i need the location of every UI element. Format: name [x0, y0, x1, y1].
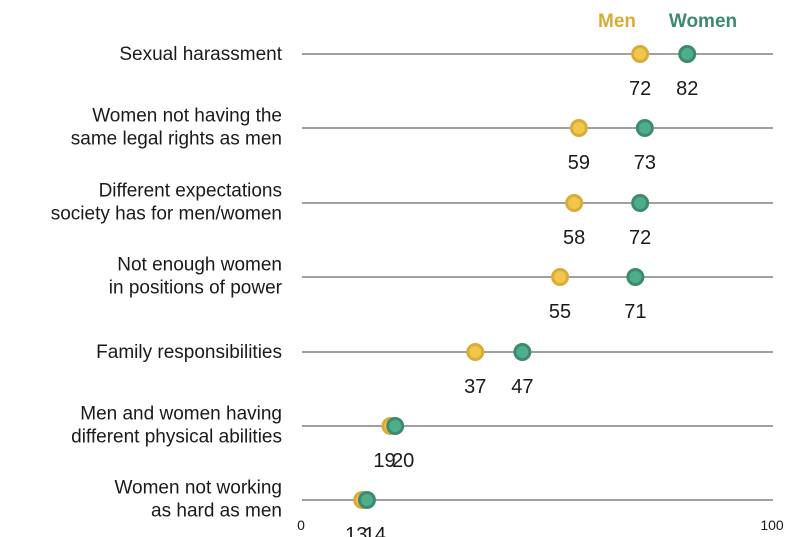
men-dot	[631, 45, 650, 63]
category-label: society has for men/women	[51, 204, 282, 225]
women-dot	[513, 343, 532, 361]
women-value-label: 71	[624, 301, 646, 323]
women-dot	[626, 268, 645, 286]
category-label: Family responsibilities	[96, 342, 282, 363]
men-dot	[565, 194, 584, 212]
men-value-label: 19	[373, 450, 395, 472]
category-label: different physical abilities	[71, 427, 282, 448]
category-label: in positions of power	[109, 278, 283, 299]
x-tick-label-min: 0	[297, 517, 305, 533]
women-dot	[386, 417, 405, 435]
men-dot	[551, 268, 570, 286]
category-label: same legal rights as men	[71, 129, 282, 150]
women-dot	[678, 45, 697, 63]
legend: Men Women	[598, 11, 737, 32]
x-tick-label-max: 100	[760, 517, 784, 533]
women-value-label: 14	[364, 524, 386, 537]
women-value-label: 47	[511, 376, 533, 398]
category-label: Sexual harassment	[119, 44, 282, 65]
plot-area: Sexual harassment 72 82 Women not having th…	[51, 44, 773, 537]
category-label: Women not working	[114, 478, 282, 499]
category-label: Not enough women	[117, 255, 282, 276]
men-dot	[466, 343, 485, 361]
legend-women: Women	[669, 11, 737, 32]
legend-men: Men	[598, 11, 636, 32]
category-label: Women not having the	[92, 106, 282, 127]
category-label: Men and women having	[80, 404, 282, 425]
category-label: as hard as men	[151, 501, 282, 522]
x-axis: 0 100	[297, 517, 784, 533]
men-value-label: 58	[563, 227, 585, 249]
women-dot	[357, 491, 376, 509]
category-label: Different expectations	[99, 181, 282, 202]
women-dot	[635, 119, 654, 137]
women-value-label: 82	[676, 78, 698, 100]
men-dot	[569, 119, 588, 137]
women-value-label: 20	[392, 450, 414, 472]
men-value-label: 59	[568, 152, 590, 174]
women-value-label: 73	[634, 152, 656, 174]
men-value-label: 13	[345, 524, 367, 537]
men-value-label: 37	[464, 376, 486, 398]
women-value-label: 72	[629, 227, 651, 249]
men-value-label: 72	[629, 78, 651, 100]
men-value-label: 55	[549, 301, 571, 323]
women-dot	[631, 194, 650, 212]
